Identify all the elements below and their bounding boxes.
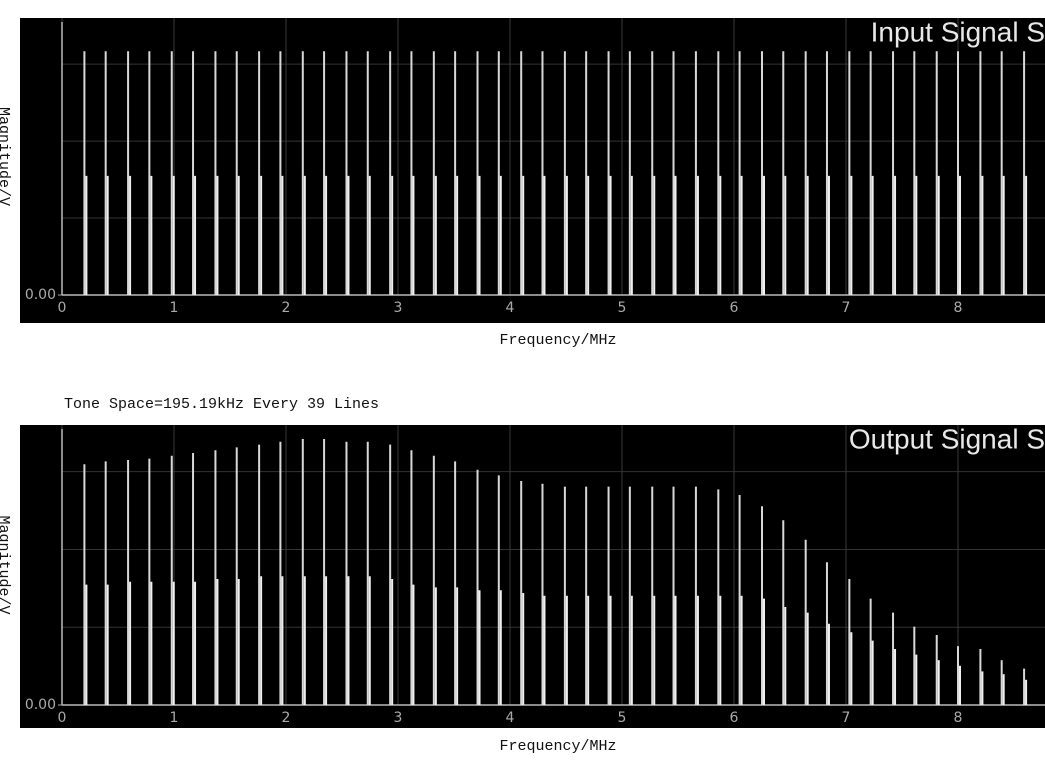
x-tick-label: 6 xyxy=(730,300,739,316)
x-tick-label: 7 xyxy=(842,710,851,726)
chart-title: Output Signal S xyxy=(849,423,1045,454)
x-tick-label: 0 xyxy=(58,300,67,316)
x-axis-label: Frequency/MHz xyxy=(499,738,616,755)
y-tick-label: 0.00 xyxy=(25,287,56,303)
plot-area xyxy=(20,18,1045,323)
x-axis-label: Frequency/MHz xyxy=(499,332,616,349)
x-tick-label: 7 xyxy=(842,300,851,316)
x-tick-label: 8 xyxy=(954,710,963,726)
x-tick-label: 4 xyxy=(506,710,515,726)
y-tick-label: 0.00 xyxy=(25,697,56,713)
x-tick-label: 0 xyxy=(58,710,67,726)
x-tick-label: 6 xyxy=(730,710,739,726)
x-tick-label: 3 xyxy=(394,300,403,316)
x-tick-label: 5 xyxy=(618,710,627,726)
y-axis-label: Magnitude/V xyxy=(0,107,12,206)
x-tick-label: 3 xyxy=(394,710,403,726)
x-tick-label: 1 xyxy=(170,300,179,316)
x-tick-label: 1 xyxy=(170,710,179,726)
x-tick-label: 2 xyxy=(282,300,291,316)
plot-area xyxy=(20,425,1045,728)
chart-title: Input Signal S xyxy=(871,16,1045,47)
annotation: Tone Space=195.19kHz Every 39 Lines xyxy=(64,396,379,413)
x-tick-label: 2 xyxy=(282,710,291,726)
x-tick-label: 5 xyxy=(618,300,627,316)
x-tick-label: 4 xyxy=(506,300,515,316)
y-axis-label: Magnitude/V xyxy=(0,515,12,614)
x-tick-label: 8 xyxy=(954,300,963,316)
